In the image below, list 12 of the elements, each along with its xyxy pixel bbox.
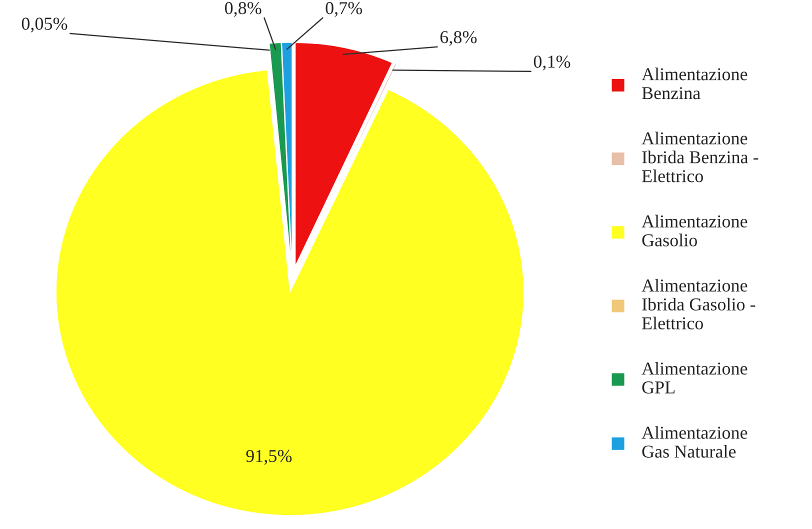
data-label: 91,5%	[246, 450, 292, 465]
legend-label: Alimentazione GPL	[642, 362, 748, 394]
data-label: 0,7%	[326, 2, 362, 17]
data-label: 6,8%	[440, 31, 477, 46]
data-label: 0,8%	[225, 2, 262, 17]
legend-label: Alimentazione Ibrida Gasolio - Elettrico	[642, 278, 756, 330]
legend-label: Alimentazione Benzina	[642, 68, 748, 100]
legend-label: Alimentazione Gas Naturale	[642, 426, 748, 458]
legend-label: Alimentazione Gasolio	[642, 214, 748, 246]
data-label: 0,1%	[534, 56, 570, 70]
legend-label: Alimentazione Ibrida Benzina - Elettrico	[642, 132, 758, 182]
data-label: 0,05%	[22, 18, 68, 32]
